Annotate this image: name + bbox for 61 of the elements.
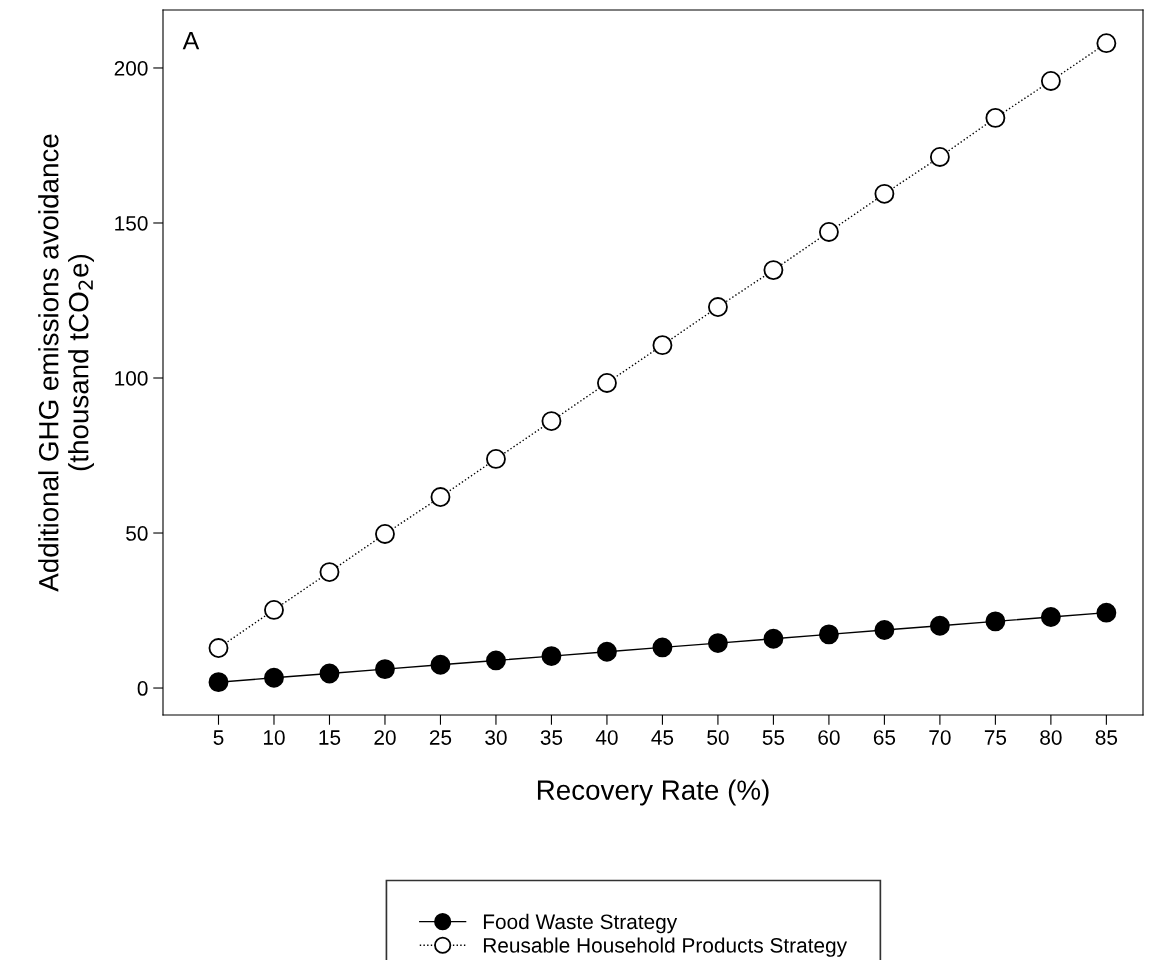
point <box>929 147 950 167</box>
annotation: A <box>182 32 200 50</box>
point <box>1096 33 1117 54</box>
y-axis-title: Additional GHG emissions avoidance (thousand tCO$_{2}$e) <box>38 134 94 592</box>
legend-label: Reusable Household Products Strategy <box>483 937 848 957</box>
x-tick-label: 60 <box>818 730 840 745</box>
point <box>541 646 562 667</box>
x-tick-label: 55 <box>762 730 785 745</box>
y-tick-label: 50 <box>126 526 148 541</box>
x-tick-label: 80 <box>1040 730 1062 745</box>
y-tick-label: 0 <box>137 681 148 696</box>
point <box>1096 602 1117 623</box>
x-tick-label: 50 <box>707 730 729 745</box>
point <box>375 659 395 680</box>
y-tick-label: 150 <box>115 215 148 231</box>
point <box>818 624 839 645</box>
point <box>929 615 950 636</box>
point <box>652 335 673 356</box>
point <box>818 222 839 242</box>
point <box>763 628 784 649</box>
x-tick-label: 75 <box>984 730 1007 745</box>
point <box>597 373 617 393</box>
point <box>985 611 1006 632</box>
x-tick-label: 35 <box>540 730 563 745</box>
x-tick-label: 15 <box>319 730 341 745</box>
point <box>264 599 284 620</box>
point <box>208 638 229 658</box>
point <box>1040 71 1061 91</box>
x-tick-label: 30 <box>485 730 507 745</box>
x-tick-label: 40 <box>595 730 618 745</box>
point <box>208 672 229 693</box>
point <box>707 633 728 654</box>
x-tick-label: 85 <box>1095 730 1118 745</box>
point <box>652 637 673 658</box>
point <box>763 260 784 281</box>
point <box>319 663 340 684</box>
point <box>264 667 284 688</box>
point <box>375 524 395 544</box>
point <box>486 448 506 469</box>
x-axis-title: Recovery Rate (%) <box>537 779 769 806</box>
point <box>319 562 340 583</box>
y-tick-label: 100 <box>115 371 148 386</box>
y-tick-label: 200 <box>114 60 148 76</box>
x-tick-label: 45 <box>651 730 674 745</box>
x-tick-label: 70 <box>929 730 951 745</box>
point <box>486 650 506 671</box>
x-tick-label: 10 <box>263 730 285 745</box>
x-tick-label: 25 <box>429 730 452 745</box>
point <box>874 620 895 640</box>
x-tick-label: 5 <box>213 730 224 745</box>
point <box>430 487 451 507</box>
x-tick-label: 20 <box>374 730 396 745</box>
point <box>874 183 895 204</box>
point <box>430 654 451 675</box>
point <box>1040 607 1061 627</box>
point <box>707 297 728 317</box>
point <box>985 107 1006 128</box>
legend-label: Food Waste Strategy <box>483 913 678 934</box>
point <box>597 641 617 662</box>
x-tick-label: 65 <box>873 730 896 745</box>
point <box>541 411 562 432</box>
